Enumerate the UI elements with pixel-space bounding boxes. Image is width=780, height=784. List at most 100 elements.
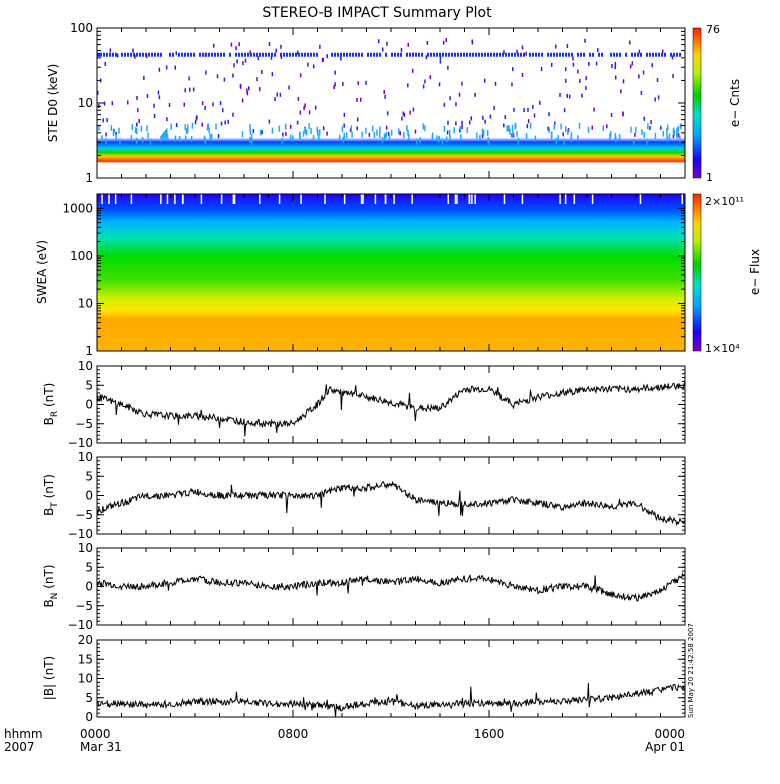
- br-ylabel-main: B: [42, 417, 56, 425]
- ste-speck: [259, 129, 262, 136]
- swea-spectrogram: [97, 194, 685, 351]
- ste-beam-mark: [637, 52, 639, 57]
- ste-speck: [204, 106, 206, 111]
- ste-speck: [271, 127, 274, 134]
- ste-beam-mark: [223, 52, 225, 57]
- ste-speck: [503, 50, 505, 55]
- ste-speck: [426, 40, 429, 45]
- ste-beam-mark: [457, 52, 459, 57]
- ste-speck: [514, 122, 517, 129]
- ste-beam-mark: [136, 52, 138, 57]
- ste-speck: [481, 133, 484, 138]
- ste-speck: [292, 135, 294, 142]
- ste-speck: [175, 51, 178, 56]
- swea-speck: [454, 194, 457, 204]
- ste-speck: [238, 42, 240, 47]
- ste-beam-mark: [331, 52, 333, 57]
- ste-beam-mark: [295, 52, 297, 57]
- ste-speck: [119, 138, 121, 145]
- ste-beam-mark: [640, 52, 642, 57]
- ste-speck: [385, 125, 388, 130]
- bmag-ylabel: |B| (nT): [42, 656, 56, 700]
- ste-speck: [511, 82, 513, 87]
- ste-beam-mark: [250, 52, 252, 57]
- ste-speck: [239, 84, 242, 89]
- ste-speck: [206, 124, 209, 131]
- ste-speck: [147, 132, 149, 139]
- ste-beam-mark: [592, 52, 594, 57]
- ste-speck: [486, 129, 489, 136]
- ste-speck: [333, 85, 335, 90]
- ste-speck: [385, 131, 388, 138]
- ste-speck: [318, 134, 320, 141]
- y-tick-label: −5: [75, 599, 93, 613]
- ste-beam-mark: [367, 52, 369, 57]
- ste-beam-mark: [577, 52, 579, 57]
- ste-beam-mark: [565, 52, 567, 57]
- ste-speck: [651, 63, 653, 68]
- ste-speck: [606, 124, 608, 129]
- ste-beam-mark: [334, 52, 336, 57]
- y-tick-label: 15: [78, 652, 93, 666]
- ste-speck: [401, 116, 403, 121]
- ste-speck: [638, 49, 641, 54]
- ste-speck: [256, 77, 258, 82]
- ste-speck: [459, 126, 462, 133]
- ste-beam-mark: [616, 52, 618, 57]
- ste-speck: [438, 82, 441, 87]
- ste-beam-mark: [661, 52, 663, 57]
- ste-speck: [449, 135, 451, 142]
- ste-speck: [356, 97, 358, 102]
- ste-speck: [620, 89, 622, 94]
- x-axis-ticks: 0000 0800 1600 0000: [80, 28, 686, 741]
- ste-speck: [602, 125, 605, 132]
- ste-beam-mark: [253, 52, 255, 57]
- ste-beam-mark: [343, 52, 345, 57]
- ste-beam-mark: [184, 52, 186, 57]
- ste-beam-mark: [283, 52, 285, 57]
- y-tick-label: 0: [85, 580, 93, 594]
- ste-speck: [403, 112, 406, 117]
- ste-speck: [442, 40, 445, 45]
- ste-beam-mark: [262, 52, 264, 57]
- ste-beam-mark: [499, 52, 501, 57]
- ste-speck: [236, 59, 238, 64]
- ste-speck: [555, 44, 557, 49]
- ste-beam-mark: [523, 52, 525, 57]
- ste-speck: [235, 46, 237, 51]
- swea-speck: [324, 194, 326, 204]
- ste-speck: [166, 117, 168, 122]
- ste-speck: [220, 121, 223, 126]
- ste-beam-mark: [133, 52, 135, 57]
- ste-speck: [204, 138, 206, 145]
- ste-beam-mark: [214, 52, 216, 57]
- ste-speck: [577, 135, 579, 142]
- ste-speck: [468, 120, 471, 125]
- ste-speck: [585, 85, 587, 90]
- ste-beam-mark: [679, 52, 681, 57]
- swea-speck: [573, 194, 576, 204]
- timestamp: Sun May 20 21:42:58 2007: [687, 623, 695, 718]
- ste-speck: [334, 70, 336, 75]
- swea-speck: [411, 194, 413, 204]
- bt-ylabel-sub: T: [50, 502, 60, 509]
- ste-beam-mark: [547, 52, 549, 57]
- ste-speck: [357, 81, 360, 86]
- ste-speck: [276, 92, 278, 97]
- ste-speck: [268, 42, 271, 47]
- ste-speck: [104, 61, 106, 66]
- ste-beam-mark: [121, 52, 123, 57]
- ste-speck: [111, 101, 114, 106]
- ste-speck: [188, 76, 190, 81]
- ste-speck: [137, 108, 139, 113]
- ste-beam-mark: [394, 52, 396, 57]
- ste-beam-mark: [271, 52, 273, 57]
- ste-speck: [642, 70, 645, 75]
- ste-speck: [149, 138, 152, 145]
- ste-ylabel: STE D0 (keV): [46, 64, 60, 143]
- ste-speck: [190, 136, 193, 143]
- ste-speck: [431, 132, 434, 139]
- ste-speck: [443, 125, 446, 132]
- ste-beam-mark: [511, 52, 513, 57]
- ste-beam-mark: [229, 52, 231, 57]
